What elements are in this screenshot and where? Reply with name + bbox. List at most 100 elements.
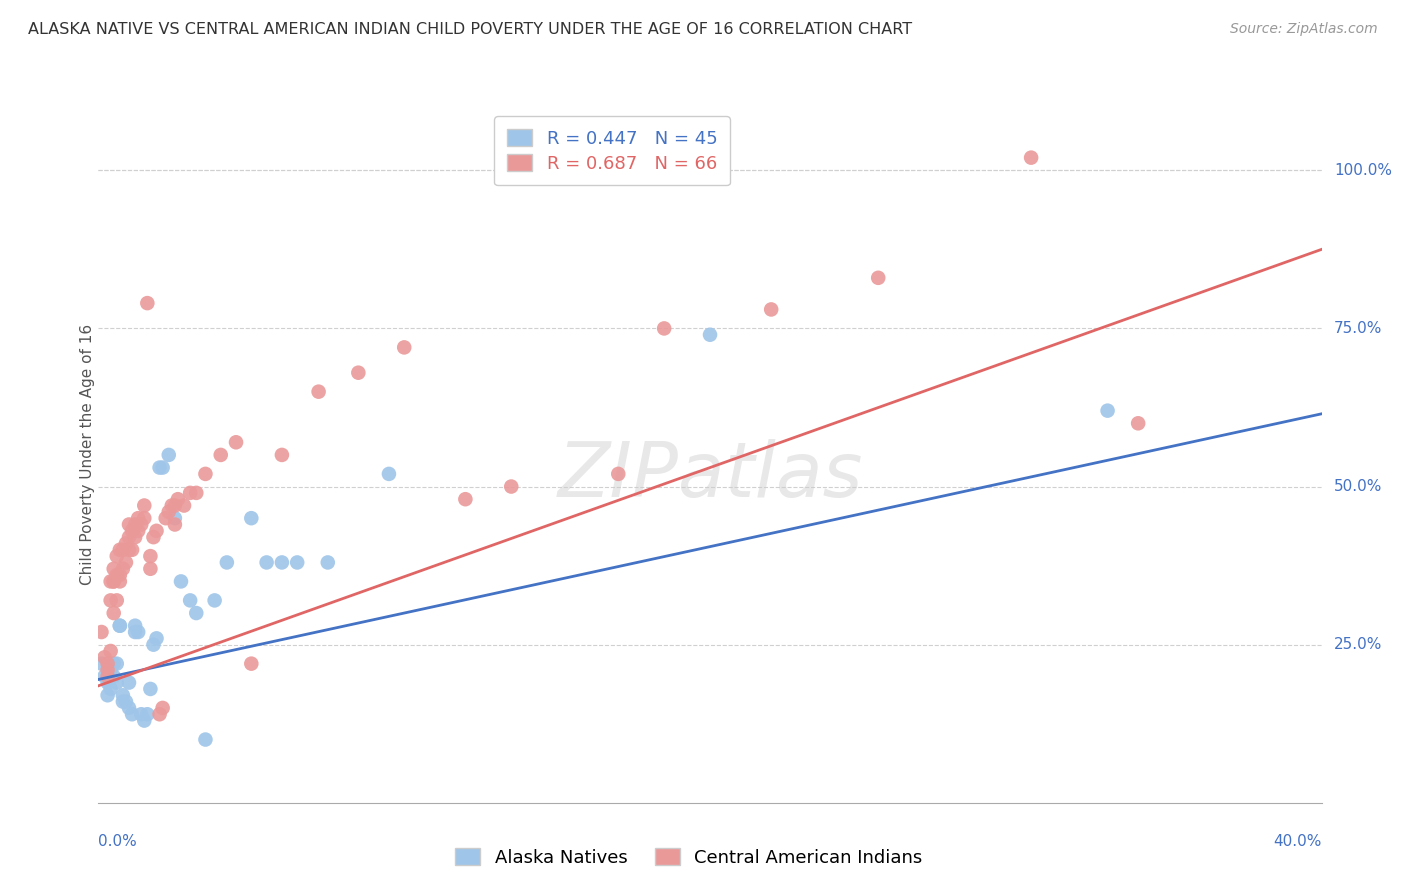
Text: 75.0%: 75.0% <box>1334 321 1382 336</box>
Point <box>139 549 162 563</box>
Point <box>118 530 141 544</box>
Point <box>240 511 263 525</box>
Point <box>186 606 208 620</box>
Point <box>194 732 217 747</box>
Point <box>105 657 128 671</box>
Point <box>160 499 183 513</box>
Point <box>256 556 278 570</box>
Text: ALASKA NATIVE VS CENTRAL AMERICAN INDIAN CHILD POVERTY UNDER THE AGE OF 16 CORRE: ALASKA NATIVE VS CENTRAL AMERICAN INDIAN… <box>28 22 912 37</box>
Point <box>127 625 149 640</box>
Legend: R = 0.447   N = 45, R = 0.687   N = 66: R = 0.447 N = 45, R = 0.687 N = 66 <box>495 116 730 186</box>
Point <box>100 644 122 658</box>
Point <box>209 448 232 462</box>
Point <box>149 460 172 475</box>
Point <box>100 663 122 677</box>
Text: 40.0%: 40.0% <box>1274 834 1322 849</box>
Point <box>173 499 195 513</box>
Point <box>103 669 125 683</box>
Point <box>111 695 134 709</box>
Point <box>167 492 190 507</box>
Point <box>152 460 174 475</box>
Point <box>105 568 128 582</box>
Point <box>1128 417 1150 431</box>
Point <box>103 657 125 671</box>
Point <box>204 593 226 607</box>
Point <box>215 556 238 570</box>
Point <box>501 479 523 493</box>
Point <box>225 435 247 450</box>
Point <box>145 632 167 646</box>
Point <box>111 688 134 702</box>
Text: 100.0%: 100.0% <box>1334 163 1392 178</box>
Point <box>179 486 201 500</box>
Point <box>121 542 143 557</box>
Point <box>118 701 141 715</box>
Point <box>392 340 416 354</box>
Text: ZIPatlas: ZIPatlas <box>557 439 863 513</box>
Point <box>157 448 180 462</box>
Point <box>316 556 339 570</box>
Legend: Alaska Natives, Central American Indians: Alaska Natives, Central American Indians <box>449 841 929 874</box>
Point <box>152 701 174 715</box>
Text: 50.0%: 50.0% <box>1334 479 1382 494</box>
Point <box>108 542 131 557</box>
Point <box>759 302 782 317</box>
Point <box>155 511 177 525</box>
Point <box>194 467 217 481</box>
Point <box>100 593 122 607</box>
Point <box>111 562 134 576</box>
Point <box>139 681 162 696</box>
Text: Source: ZipAtlas.com: Source: ZipAtlas.com <box>1230 22 1378 37</box>
Point <box>103 574 125 589</box>
Point <box>118 517 141 532</box>
Point <box>347 366 370 380</box>
Point <box>308 384 330 399</box>
Point <box>454 492 477 507</box>
Point <box>115 556 138 570</box>
Point <box>270 448 292 462</box>
Point <box>103 574 125 589</box>
Point <box>285 556 308 570</box>
Point <box>100 574 122 589</box>
Point <box>157 505 180 519</box>
Point <box>121 707 143 722</box>
Point <box>1097 403 1119 417</box>
Point <box>142 530 165 544</box>
Point <box>108 618 131 632</box>
Point <box>136 707 159 722</box>
Point <box>97 663 120 677</box>
Point <box>90 625 112 640</box>
Point <box>163 511 186 525</box>
Point <box>163 499 186 513</box>
Point <box>240 657 263 671</box>
Point <box>93 650 115 665</box>
Point <box>270 556 292 570</box>
Point <box>139 562 162 576</box>
Text: 0.0%: 0.0% <box>98 834 138 849</box>
Point <box>145 524 167 538</box>
Point <box>124 530 146 544</box>
Point <box>115 695 138 709</box>
Point <box>179 593 201 607</box>
Point <box>652 321 675 335</box>
Point <box>124 625 146 640</box>
Point <box>163 517 186 532</box>
Point <box>105 549 128 563</box>
Point <box>97 657 120 671</box>
Point <box>134 499 156 513</box>
Point <box>103 562 125 576</box>
Point <box>93 669 115 683</box>
Point <box>170 574 193 589</box>
Point <box>129 707 152 722</box>
Y-axis label: Child Poverty Under the Age of 16: Child Poverty Under the Age of 16 <box>80 325 94 585</box>
Point <box>149 707 172 722</box>
Point <box>607 467 630 481</box>
Point <box>118 542 141 557</box>
Point <box>97 688 120 702</box>
Point <box>108 574 131 589</box>
Point <box>115 536 138 550</box>
Point <box>868 270 890 285</box>
Point <box>378 467 401 481</box>
Point <box>186 486 208 500</box>
Point <box>124 517 146 532</box>
